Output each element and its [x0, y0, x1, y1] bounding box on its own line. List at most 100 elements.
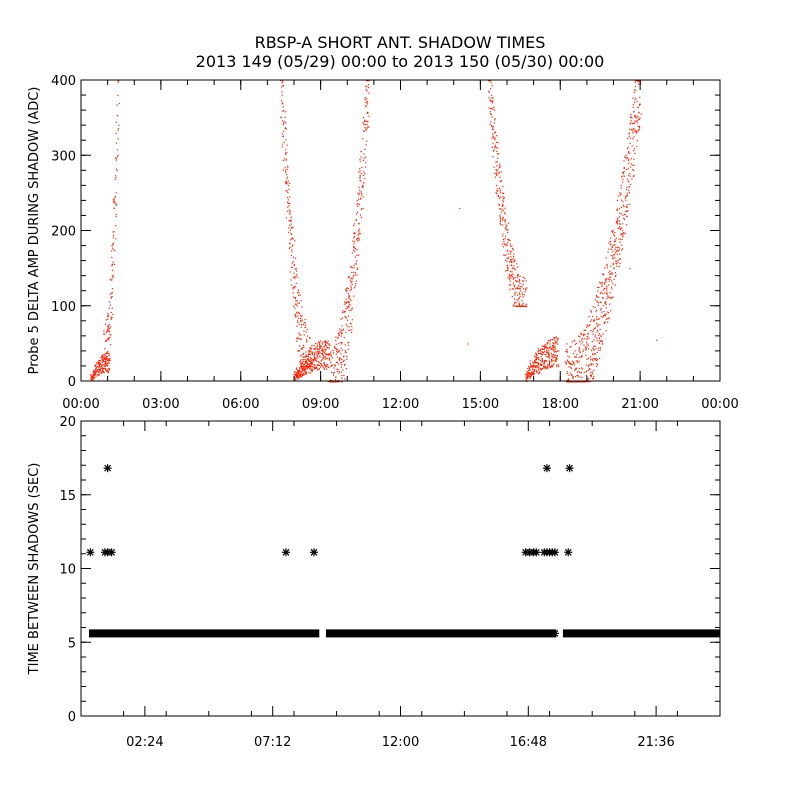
amplitude-point — [110, 326, 112, 328]
interval-point — [107, 548, 116, 557]
amplitude-point — [344, 310, 346, 313]
interval-points — [86, 464, 720, 638]
amplitude-point — [620, 187, 622, 189]
amplitude-point — [348, 301, 350, 304]
amplitude-point — [303, 356, 305, 358]
amplitude-point — [115, 238, 117, 240]
amplitude-point — [639, 126, 641, 129]
amplitude-point — [623, 166, 625, 169]
amplitude-point — [610, 254, 612, 257]
amplitude-point — [365, 101, 367, 103]
amplitude-point — [359, 170, 361, 172]
amplitude-point — [298, 350, 301, 352]
amplitude-point — [602, 289, 605, 291]
amplitude-point — [352, 276, 354, 278]
amplitude-point — [492, 97, 494, 99]
amplitude-point — [525, 289, 527, 291]
amplitude-point — [576, 353, 578, 356]
amplitude-point — [362, 138, 364, 140]
amplitude-point — [553, 353, 555, 356]
amplitude-point — [107, 337, 109, 339]
amplitude-point — [285, 171, 287, 173]
amplitude-point — [619, 238, 622, 240]
amplitude-point — [310, 363, 312, 365]
amplitude-point — [104, 357, 106, 359]
amplitude-point — [298, 302, 300, 304]
amplitude-point — [356, 267, 359, 269]
amplitude-point — [579, 381, 581, 383]
amplitude-point — [321, 364, 323, 366]
amplitude-point — [571, 341, 573, 343]
amplitude-point — [341, 341, 343, 344]
amplitude-point — [532, 367, 534, 369]
amplitude-point — [107, 339, 109, 341]
amplitude-point — [496, 170, 498, 172]
amplitude-point — [320, 346, 322, 348]
amplitude-point — [506, 264, 508, 267]
amplitude-point — [289, 246, 291, 248]
amplitude-point — [314, 357, 316, 359]
amplitude-point — [288, 227, 290, 229]
amplitude-point — [535, 367, 537, 369]
amplitude-point — [362, 185, 364, 187]
amplitude-point — [330, 361, 332, 363]
amplitude-point — [591, 319, 593, 321]
amplitude-point — [290, 219, 292, 221]
amplitude-point — [312, 360, 314, 362]
amplitude-point — [301, 362, 303, 365]
amplitude-point — [309, 337, 311, 340]
top-y-axis-label: Probe 5 DELTA AMP DURING SHADOW (ADC) — [27, 87, 42, 375]
amplitude-point — [111, 263, 113, 265]
amplitude-point — [618, 238, 620, 240]
amplitude-point — [114, 195, 116, 198]
amplitude-point — [613, 244, 615, 246]
amplitude-point — [628, 189, 630, 192]
x-tick-label: 18:00 — [542, 397, 579, 412]
interval-point — [282, 548, 291, 557]
amplitude-point — [366, 80, 369, 82]
amplitude-point — [547, 367, 549, 369]
amplitude-point — [105, 340, 108, 342]
amplitude-point — [514, 305, 517, 307]
amplitude-point — [548, 353, 550, 356]
amplitude-point — [314, 352, 316, 355]
amplitude-point — [511, 245, 513, 247]
amplitude-point — [526, 287, 528, 289]
amplitude-point — [539, 352, 541, 355]
amplitude-point — [570, 346, 572, 348]
amplitude-point — [111, 256, 113, 258]
amplitude-point — [367, 112, 369, 114]
amplitude-point — [509, 243, 512, 245]
x-tick-label: 15:00 — [462, 397, 499, 412]
amplitude-point — [347, 300, 349, 303]
amplitude-point — [304, 361, 307, 363]
amplitude-point — [499, 219, 502, 221]
amplitude-point — [510, 251, 512, 253]
amplitude-point — [291, 249, 293, 251]
amplitude-point — [566, 359, 568, 361]
amplitude-point — [510, 256, 512, 258]
amplitude-point — [536, 355, 538, 357]
amplitude-point — [625, 210, 627, 213]
amplitude-point — [538, 358, 540, 361]
amplitude-point — [110, 292, 113, 294]
amplitude-point — [300, 316, 302, 318]
amplitude-point — [106, 369, 108, 371]
amplitude-point — [359, 189, 361, 191]
amplitude-point — [334, 347, 336, 349]
amplitude-point — [578, 346, 580, 349]
amplitude-point — [107, 329, 109, 331]
amplitude-point — [101, 370, 104, 373]
amplitude-point — [104, 353, 106, 355]
amplitude-point — [352, 240, 354, 242]
amplitude-point — [356, 274, 358, 276]
amplitude-point — [534, 364, 536, 367]
amplitude-point — [359, 176, 361, 178]
amplitude-point — [318, 350, 320, 353]
amplitude-point — [324, 358, 327, 360]
amplitude-point — [316, 354, 319, 356]
amplitude-point — [616, 265, 618, 267]
amplitude-point — [344, 303, 346, 305]
amplitude-point — [94, 375, 96, 377]
amplitude-point — [597, 323, 599, 326]
